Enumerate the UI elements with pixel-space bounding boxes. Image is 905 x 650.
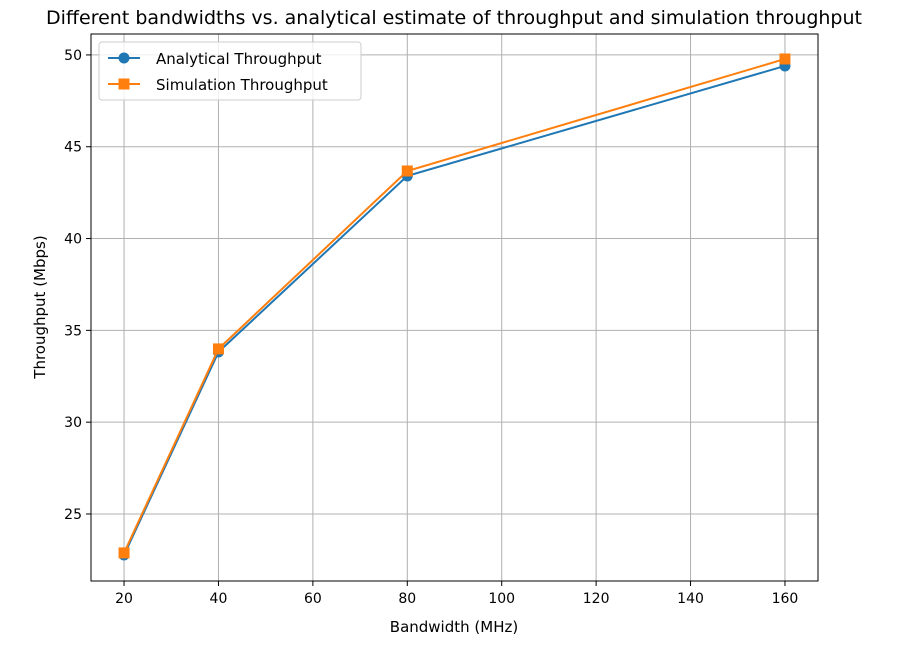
- x-tick-label: 40: [210, 591, 228, 607]
- x-axis-label: Bandwidth (MHz): [390, 618, 518, 636]
- x-tick-label: 80: [398, 591, 416, 607]
- data-point-simulation: [212, 343, 224, 355]
- data-point-simulation: [779, 53, 791, 65]
- x-tick-label: 160: [772, 591, 799, 607]
- series-line-analytical: [123, 64, 786, 556]
- legend-label-simulation: Simulation Throughput: [156, 76, 328, 94]
- x-tick-label: 100: [488, 591, 515, 607]
- y-tick-label: 50: [64, 48, 82, 64]
- y-tick-label: 40: [64, 232, 82, 248]
- y-axis-label: Throughput (Mbps): [31, 235, 49, 379]
- series-layer: [118, 53, 791, 561]
- x-tick-label: 140: [677, 591, 704, 607]
- y-tick-label: 25: [64, 507, 82, 523]
- data-point-simulation: [401, 165, 413, 177]
- series-line-simulation: [123, 58, 786, 554]
- legend-marker-simulation: [118, 78, 130, 90]
- y-tick-label: 45: [64, 140, 82, 156]
- data-point-simulation: [118, 547, 130, 559]
- legend-box: [98, 41, 362, 101]
- grid: [91, 34, 818, 581]
- y-tick-label: 30: [64, 415, 82, 431]
- chart-title: Different bandwidths vs. analytical esti…: [46, 7, 862, 29]
- x-tick-label: 60: [304, 591, 322, 607]
- ticks: 20 40 60 80 100 120 140 160 25 30 35 40 45 50: [64, 48, 798, 607]
- legend: Analytical Throughput Simulation Through…: [98, 41, 362, 101]
- legend-label-analytical: Analytical Throughput: [156, 50, 322, 68]
- x-tick-label: 20: [115, 591, 133, 607]
- plot-frame: [90, 33, 819, 582]
- x-tick-label: 120: [583, 591, 610, 607]
- y-tick-label: 35: [64, 323, 82, 339]
- legend-marker-analytical: [118, 52, 130, 64]
